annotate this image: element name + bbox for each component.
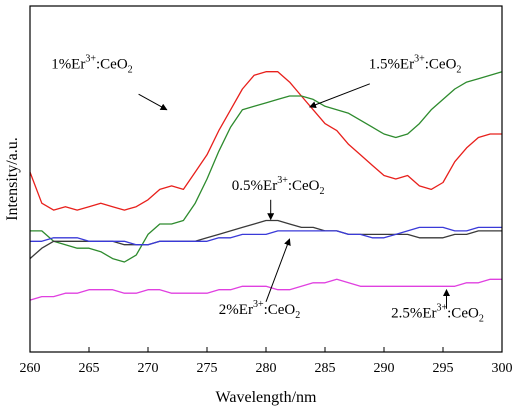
annotation-label: 0.5%Er3+:CeO2	[232, 175, 325, 197]
x-tick-label: 265	[79, 361, 100, 376]
annotation-label: 2.5%Er3+:CeO2	[391, 302, 484, 324]
annotation-a05: 0.5%Er3+:CeO2	[232, 175, 325, 221]
series-line-5	[29, 278, 502, 301]
annotation-layer: 1%Er3+:CeO2 1.5%Er3+:CeO2 0.5%Er3+:CeO2 2%E…	[51, 53, 484, 324]
x-tick-label: 295	[433, 361, 454, 376]
x-tick-label: 290	[374, 361, 395, 376]
annotation-a15: 1.5%Er3+:CeO2	[309, 53, 462, 108]
annotation-a1: 1%Er3+:CeO2	[51, 53, 168, 111]
annotation-arrow	[138, 93, 168, 111]
x-tick-label: 270	[138, 361, 159, 376]
series-line-1	[29, 71, 502, 211]
annotation-label: 2%Er3+:CeO2	[219, 299, 300, 321]
x-axis-ticks: 260 265 270 275 280 285 290 295 300	[20, 347, 513, 376]
series-layer	[29, 71, 503, 301]
x-axis-title: Wavelength/nm	[216, 389, 317, 406]
series-line-3	[29, 219, 502, 260]
x-tick-label: 285	[315, 361, 336, 376]
x-tick-label: 260	[20, 361, 41, 376]
y-axis-title: Intensity/a.u.	[4, 137, 21, 221]
annotation-a25: 2.5%Er3+:CeO2	[391, 289, 484, 324]
series-line-2	[30, 71, 503, 263]
x-tick-label: 275	[197, 361, 218, 376]
x-tick-label: 300	[492, 361, 513, 376]
annotation-label: 1%Er3+:CeO2	[51, 53, 132, 75]
annotation-arrow	[309, 83, 370, 108]
annotation-label: 1.5%Er3+:CeO2	[369, 53, 462, 75]
series-line-4	[30, 226, 502, 246]
x-tick-label: 280	[256, 361, 277, 376]
annotation-a2: 2%Er3+:CeO2	[219, 238, 300, 321]
annotation-arrow	[265, 238, 291, 302]
